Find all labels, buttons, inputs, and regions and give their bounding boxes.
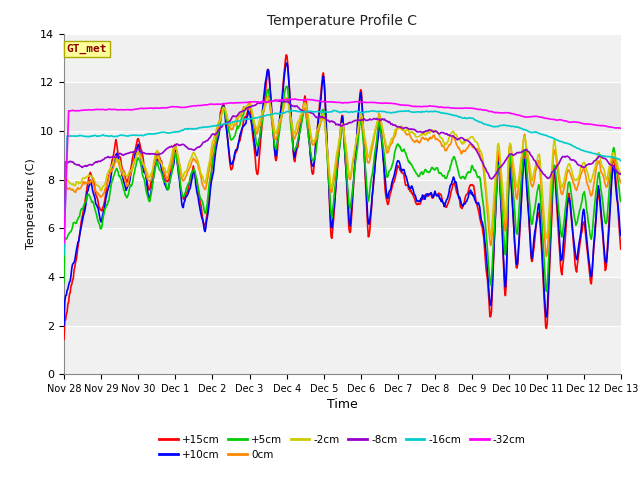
Legend: +15cm, +10cm, +5cm, 0cm, -2cm, -8cm, -16cm, -32cm: +15cm, +10cm, +5cm, 0cm, -2cm, -8cm, -16… [155, 431, 530, 464]
Bar [64, 228, 621, 277]
Text: GT_met: GT_met [67, 44, 108, 54]
Title: Temperature Profile C: Temperature Profile C [268, 14, 417, 28]
Bar [64, 34, 621, 82]
Y-axis label: Temperature (C): Temperature (C) [26, 158, 36, 250]
Bar [64, 326, 621, 374]
X-axis label: Time: Time [327, 398, 358, 411]
Bar [64, 131, 621, 180]
